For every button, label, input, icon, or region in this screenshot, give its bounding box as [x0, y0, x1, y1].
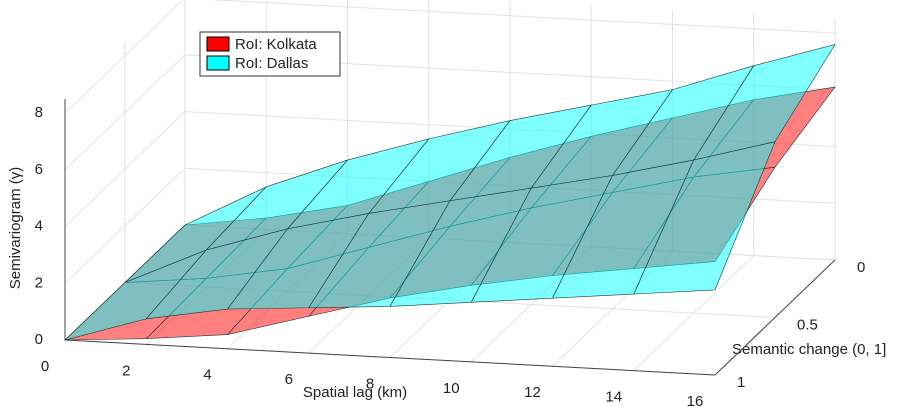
- x-tick-label: 6: [285, 371, 293, 388]
- z-axis-label: Semivariogram (γ): [7, 167, 24, 290]
- legend-swatch: [206, 55, 230, 71]
- legend-label: RoI: Kolkata: [235, 36, 317, 53]
- legend-swatch: [206, 36, 230, 52]
- y-axis: [714, 259, 836, 376]
- z-tick-label: 4: [35, 218, 43, 235]
- z-tick-label: 2: [35, 274, 43, 291]
- x-tick-label: 2: [122, 362, 130, 379]
- x-axis: [64, 339, 716, 376]
- x-tick-label: 8: [366, 375, 374, 392]
- y-tick-label: 0.5: [797, 316, 818, 333]
- y-tick-label: 1: [737, 374, 745, 391]
- x-tick-label: 16: [687, 393, 704, 407]
- x-tick-label: 14: [605, 389, 622, 406]
- x-tick-label: 4: [203, 367, 211, 384]
- y-tick-label: 0: [857, 259, 865, 276]
- legend-label: RoI: Dallas: [235, 55, 308, 72]
- z-tick-label: 8: [35, 104, 43, 121]
- z-tick-label: 0: [35, 331, 43, 348]
- x-tick-label: 12: [524, 384, 541, 401]
- legend: RoI: Kolkata RoI: Dallas: [199, 31, 341, 77]
- y-axis-label: Semantic change (0, 1]: [732, 341, 886, 358]
- x-axis-label: Spatial lag (km): [303, 384, 407, 401]
- x-tick-label: 10: [443, 380, 460, 397]
- z-tick-label: 6: [35, 161, 43, 178]
- surface: [63, 44, 836, 341]
- surface-patch: [633, 141, 776, 295]
- x-tick-label: 0: [41, 358, 49, 375]
